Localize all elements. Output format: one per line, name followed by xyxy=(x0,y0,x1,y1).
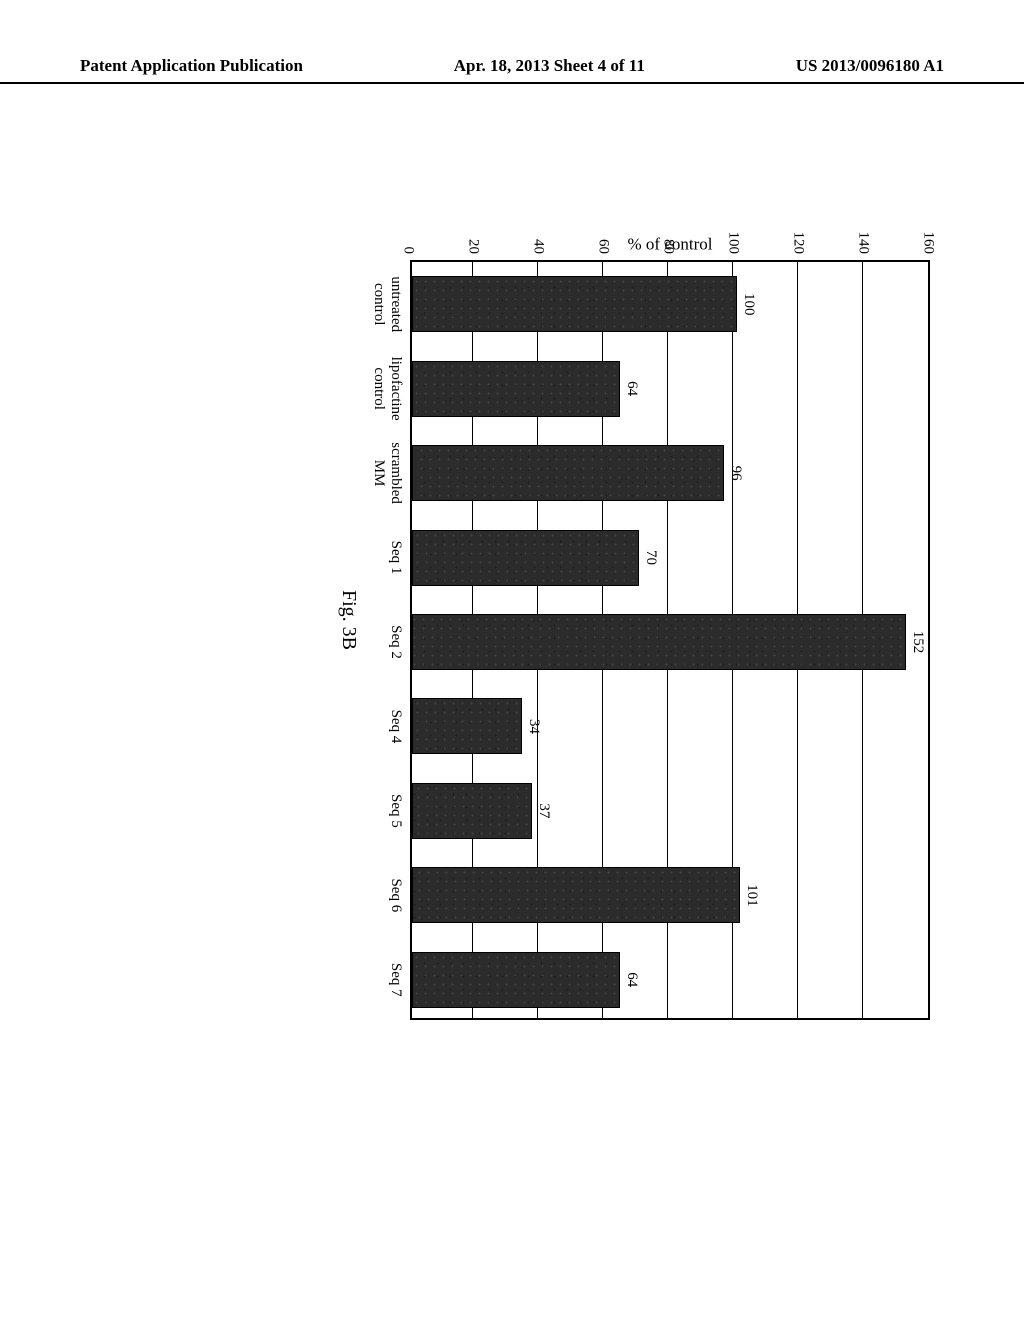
bar-value-label: 101 xyxy=(743,884,760,907)
y-tick-label: 120 xyxy=(790,232,807,255)
category-label: untreatedcontrol xyxy=(370,262,405,346)
header-center: Apr. 18, 2013 Sheet 4 of 11 xyxy=(454,56,645,76)
y-tick-label: 100 xyxy=(725,232,742,255)
bar-value-label: 152 xyxy=(909,631,926,654)
figure-caption: Fig. 3B xyxy=(337,180,360,1060)
category-label: Seq 2 xyxy=(387,600,404,684)
header-right: US 2013/0096180 A1 xyxy=(796,56,944,76)
category-label: Seq 1 xyxy=(387,516,404,600)
category-label: Seq 7 xyxy=(387,938,404,1022)
bar: 101 xyxy=(412,867,740,923)
bar: 96 xyxy=(412,445,724,501)
category-label: Seq 6 xyxy=(387,853,404,937)
y-tick-label: 160 xyxy=(920,232,937,255)
bar-value-label: 96 xyxy=(727,466,744,481)
bar: 152 xyxy=(412,614,906,670)
y-tick-label: 0 xyxy=(400,247,417,255)
bar: 100 xyxy=(412,276,737,332)
category-label: Seq 4 xyxy=(387,684,404,768)
bar-value-label: 34 xyxy=(526,719,543,734)
figure-container: % of control 020406080100120140160100unt… xyxy=(290,180,970,1060)
bar: 64 xyxy=(412,361,620,417)
category-label: Seq 5 xyxy=(387,769,404,853)
bar-value-label: 64 xyxy=(623,972,640,987)
bar-chart: % of control 020406080100120140160100unt… xyxy=(410,260,930,1020)
bar: 34 xyxy=(412,698,523,754)
header-left: Patent Application Publication xyxy=(80,56,303,76)
bar-value-label: 70 xyxy=(643,550,660,565)
y-tick-label: 140 xyxy=(855,232,872,255)
bar: 37 xyxy=(412,783,532,839)
page-header: Patent Application Publication Apr. 18, … xyxy=(0,56,1024,84)
y-tick-label: 40 xyxy=(530,239,547,254)
bar-value-label: 100 xyxy=(740,293,757,316)
y-tick-label: 20 xyxy=(465,239,482,254)
bar: 70 xyxy=(412,530,640,586)
bar-value-label: 64 xyxy=(623,381,640,396)
category-label: lipofactinecontrol xyxy=(370,347,405,431)
bar-value-label: 37 xyxy=(535,803,552,818)
category-label: scrambledMM xyxy=(370,431,405,515)
y-tick-label: 80 xyxy=(660,239,677,254)
y-tick-label: 60 xyxy=(595,239,612,254)
bar: 64 xyxy=(412,952,620,1008)
